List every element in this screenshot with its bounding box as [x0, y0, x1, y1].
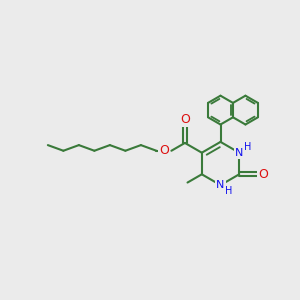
Text: N: N	[235, 148, 243, 158]
Text: O: O	[159, 144, 169, 157]
Text: O: O	[258, 168, 268, 181]
Text: O: O	[180, 113, 190, 126]
Text: H: H	[225, 185, 233, 196]
Text: H: H	[244, 142, 251, 152]
Text: N: N	[216, 180, 225, 190]
